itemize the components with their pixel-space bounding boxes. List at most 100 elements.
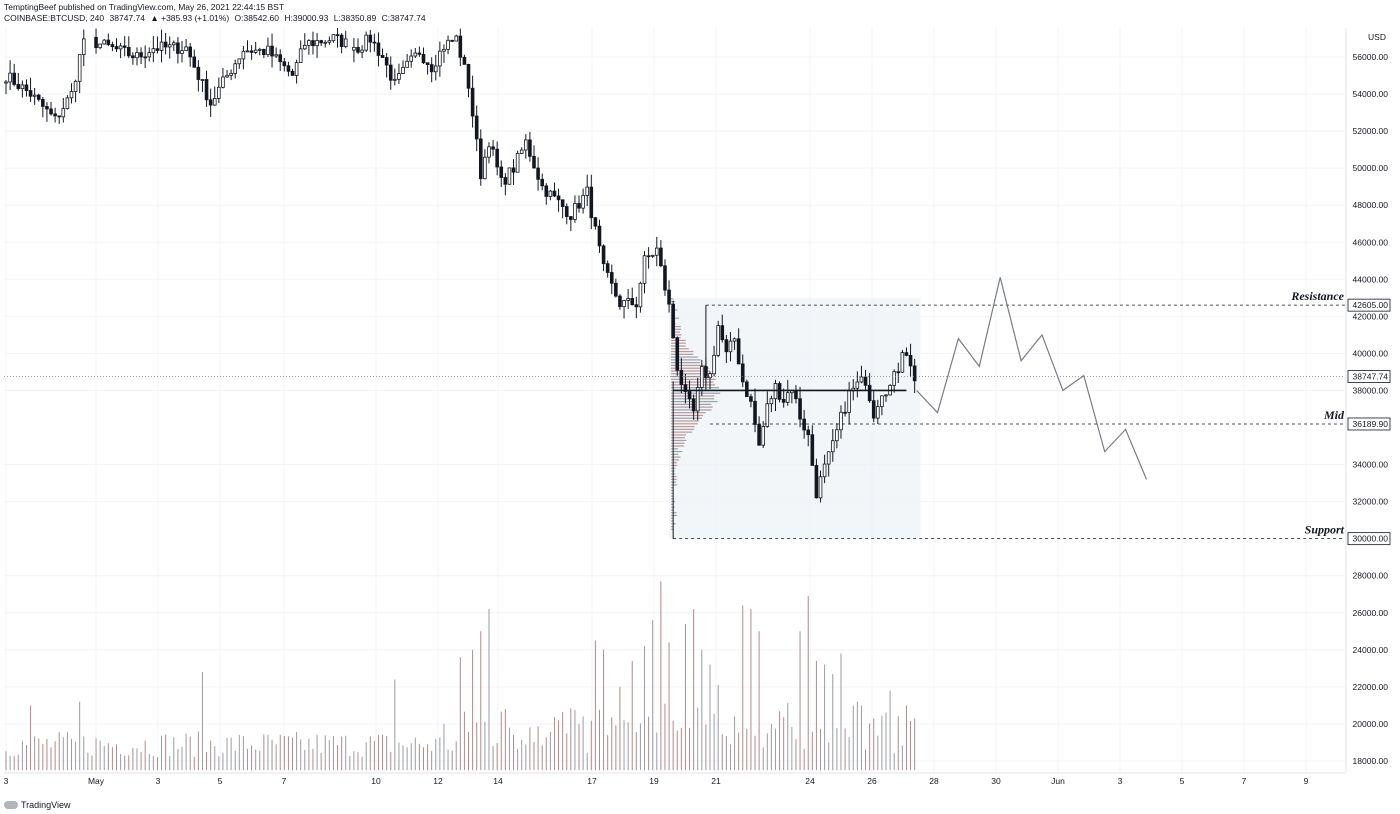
profile-bar [671, 520, 674, 522]
profile-bar [671, 359, 701, 361]
candle-down [724, 339, 729, 353]
profile-bar [671, 495, 674, 497]
profile-bar [671, 328, 682, 330]
profile-bar [671, 334, 682, 336]
candle-up [650, 254, 655, 257]
candle-up [229, 72, 233, 76]
candle-up [172, 42, 176, 46]
candle-down [683, 384, 688, 392]
candle-down [335, 34, 340, 37]
candle-up [237, 58, 242, 65]
candle-down [495, 148, 499, 168]
candle-up [830, 440, 835, 453]
candle-up [331, 34, 336, 42]
tradingview-logo-icon [4, 801, 18, 809]
candle-up [700, 366, 704, 388]
profile-bar [671, 364, 707, 367]
candle-up [184, 46, 188, 52]
candle-up [294, 62, 299, 76]
candle-down [384, 57, 389, 66]
candle-down [503, 177, 508, 185]
candle-up [487, 146, 491, 158]
candle-down [417, 52, 422, 55]
candle-down [896, 371, 901, 374]
time-tick: 3 [156, 776, 161, 786]
candle-down [540, 178, 544, 187]
candle-down [814, 465, 819, 499]
candle-down [106, 39, 111, 45]
profile-bar [671, 509, 674, 511]
candle-down [544, 185, 549, 197]
price-tick: 44000.00 [1353, 274, 1389, 284]
candle-up [118, 45, 123, 50]
candle-up [32, 94, 37, 97]
tradingview-footer[interactable]: TradingView [4, 797, 71, 813]
candle-down [388, 64, 393, 81]
candle-down [286, 65, 291, 72]
candle-up [638, 282, 643, 308]
candle-down [667, 289, 671, 305]
candle-up [695, 387, 700, 412]
candle-down [499, 166, 504, 178]
candle-up [65, 97, 70, 110]
candle-down [781, 398, 786, 403]
candle-up [413, 52, 418, 57]
price-tick: 38000.00 [1353, 385, 1389, 395]
profile-bar [671, 431, 693, 433]
candle-up [712, 354, 716, 375]
price-tick: 42000.00 [1353, 311, 1389, 321]
candle-down [155, 48, 160, 51]
candle-up [442, 48, 446, 52]
candle-down [262, 48, 266, 55]
low-value: L:38350.89 [333, 13, 377, 23]
candle-down [532, 155, 536, 169]
time-tick: Jun [1051, 776, 1065, 786]
profile-bar [671, 423, 698, 425]
chart-header: TemptingBeef published on TradingView.co… [4, 2, 904, 28]
candle-down [16, 84, 21, 89]
time-tick: 7 [1242, 776, 1247, 786]
profile-bar [671, 487, 674, 489]
candle-down [470, 87, 475, 117]
candle-down [777, 383, 782, 400]
profile-bar [671, 317, 680, 319]
candle-up [397, 73, 401, 80]
profile-bar [671, 356, 698, 358]
close-value: C:38747.74 [381, 13, 426, 23]
candle-up [8, 72, 12, 83]
candle-down [745, 381, 749, 398]
candle-up [4, 81, 8, 84]
volume-bars [5, 581, 916, 771]
price-tag-box [1347, 417, 1391, 431]
price-change: ▲ +385.93 (+1.01%) [150, 13, 230, 23]
time-axis[interactable]: 3 May 3 5 7 10 12 14 17 19 21 24 26 28 30 Jun 3 5 7 9 [4, 772, 1345, 786]
time-tick: 10 [371, 776, 381, 786]
candle-down [139, 52, 143, 58]
candle-up [859, 376, 864, 383]
candle-up [180, 50, 184, 54]
profile-bar [671, 528, 674, 530]
candle-down [319, 40, 323, 44]
price-tick: 40000.00 [1353, 348, 1389, 358]
candle-up [257, 48, 262, 51]
candle-up [507, 167, 512, 185]
candle-down [679, 369, 684, 385]
candle-up [835, 429, 839, 442]
candle-up [454, 35, 459, 42]
profile-bar [671, 384, 716, 386]
time-tick: 9 [1304, 776, 1309, 786]
time-tick: 17 [587, 776, 597, 786]
time-tick: 30 [991, 776, 1001, 786]
price-tick: 52000.00 [1353, 126, 1389, 136]
candle-down [912, 365, 917, 382]
price-tick: 28000.00 [1353, 571, 1389, 581]
candle-up [642, 255, 647, 284]
profile-bar [671, 517, 674, 519]
price-axis[interactable]: USD 56000.00 54000.00 52000.00 50000.00 48000… [1345, 28, 1391, 773]
candle-down [339, 34, 344, 48]
price-tick: 54000.00 [1353, 89, 1389, 99]
candle-down [806, 429, 811, 436]
profile-bar [671, 387, 720, 389]
candle-up [524, 139, 528, 151]
